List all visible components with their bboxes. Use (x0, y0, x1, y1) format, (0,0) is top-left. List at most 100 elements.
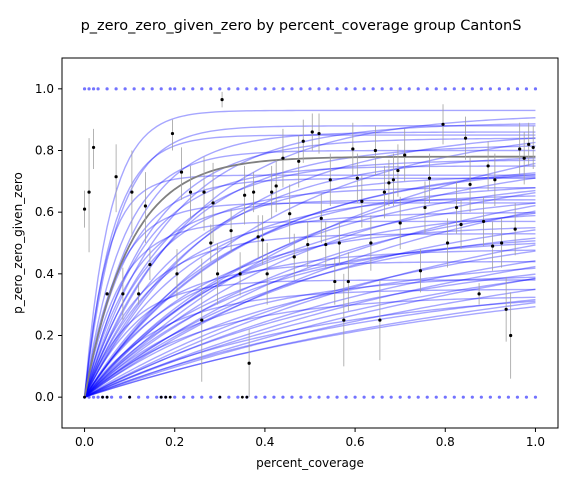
zero-data-point (218, 395, 222, 399)
data-point (337, 241, 341, 245)
data-point (91, 145, 96, 150)
data-point (477, 292, 481, 296)
fit-curve (84, 305, 536, 398)
points-layer (82, 98, 535, 399)
raw-point-bottom (87, 395, 91, 399)
raw-point-top (290, 87, 294, 91)
data-point (306, 242, 310, 247)
y-axis-ticks: 0.0 0.2 0.4 0.6 0.8 1.0 (35, 82, 62, 404)
data-point (170, 131, 175, 136)
raw-point-top (515, 87, 520, 91)
x-tick-label: 0.6 (346, 435, 365, 449)
raw-point-bottom (299, 395, 303, 399)
data-point (468, 182, 472, 187)
data-point (200, 318, 204, 322)
raw-point-top (114, 87, 118, 91)
data-point (387, 181, 391, 185)
raw-point-top (488, 87, 492, 91)
fit-curve (83, 165, 536, 398)
data-point (522, 156, 526, 160)
data-point (373, 148, 377, 153)
zero-data-point (83, 395, 86, 399)
raw-point-bottom (362, 395, 366, 399)
raw-point-top (497, 87, 501, 91)
data-point (324, 242, 328, 247)
raw-point-bottom (290, 395, 294, 399)
plot-frame (61, 57, 559, 429)
raw-point-top (87, 87, 91, 91)
data-point (211, 201, 215, 205)
x-tick-label: 0.4 (255, 435, 274, 449)
fit-curve (83, 279, 536, 398)
fit-curve (84, 277, 536, 398)
data-point (148, 262, 152, 267)
fit-curve (84, 214, 536, 398)
raw-point-top (159, 87, 163, 91)
data-point (486, 164, 490, 168)
raw-point-bottom (515, 395, 520, 399)
raw-point-top (362, 87, 366, 91)
mean-fit-curve (83, 155, 536, 398)
raw-point-bottom (344, 395, 348, 399)
data-point (328, 178, 332, 182)
zero-data-point (159, 395, 163, 399)
data-point (274, 184, 278, 188)
data-point (319, 216, 323, 220)
fit-curve (84, 260, 536, 398)
fit-curve (84, 189, 536, 398)
fit-curve (83, 159, 536, 398)
raw-point-bottom (380, 395, 384, 399)
raw-point-bottom (425, 395, 429, 399)
fit-curve (84, 244, 536, 398)
raw-point-top (132, 87, 136, 91)
y-tick-label: 0.2 (35, 329, 54, 343)
data-point (220, 98, 224, 102)
fit-curve (83, 220, 536, 398)
raw-point-bottom (389, 395, 393, 399)
y-tick-label: 0.6 (35, 205, 54, 219)
data-point (121, 292, 125, 296)
data-point (288, 212, 292, 216)
data-point (493, 178, 497, 182)
data-point (265, 272, 269, 276)
fit-curve (84, 237, 536, 398)
raw-point-top (123, 87, 127, 91)
raw-point-top (254, 87, 258, 91)
raw-point-top (380, 87, 384, 91)
data-point (247, 361, 251, 365)
fit-curve (84, 300, 536, 398)
data-point (114, 175, 118, 179)
data-point (105, 292, 109, 296)
data-point (143, 204, 148, 208)
data-point (215, 272, 220, 276)
fit-curves-layer (83, 109, 536, 398)
data-point (297, 159, 301, 163)
plot-area (61, 57, 559, 429)
raw-point-bottom (443, 395, 447, 399)
raw-point-bottom (110, 395, 114, 399)
fit-curve (83, 123, 536, 398)
data-point (423, 205, 427, 210)
raw-point-bottom (91, 395, 96, 399)
fit-curve (84, 288, 536, 398)
fit-curve (83, 137, 536, 398)
fit-curve (84, 273, 536, 398)
raw-point-bottom (524, 395, 529, 399)
raw-point-top (82, 87, 87, 91)
fit-curve (83, 260, 536, 398)
fit-curve (83, 141, 536, 398)
raw-point-bottom (191, 395, 195, 399)
data-point (427, 176, 432, 180)
data-point (391, 178, 396, 182)
data-point (418, 269, 423, 273)
raw-point-bottom (137, 395, 141, 399)
data-point (317, 131, 321, 136)
data-point (531, 145, 535, 150)
raw-point-bottom (416, 395, 420, 399)
raw-point-bottom (407, 395, 411, 399)
raw-point-bottom (263, 395, 267, 399)
zero-data-point (164, 395, 168, 399)
raw-point-bottom (146, 395, 150, 399)
fit-curve (84, 162, 536, 398)
fit-curve (83, 172, 536, 398)
